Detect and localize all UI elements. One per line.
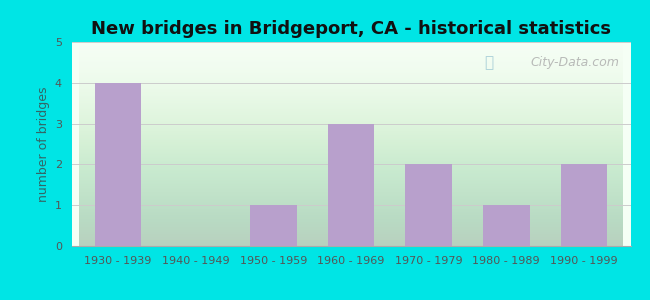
Title: New bridges in Bridgeport, CA - historical statistics: New bridges in Bridgeport, CA - historic… [91, 20, 611, 38]
Bar [483, 205, 530, 246]
Bar [250, 205, 296, 246]
Y-axis label: number of bridges: number of bridges [38, 86, 51, 202]
Bar [95, 83, 142, 246]
Text: ⓘ: ⓘ [484, 55, 493, 70]
Bar [406, 164, 452, 246]
Bar [560, 164, 607, 246]
Text: City-Data.com: City-Data.com [530, 56, 619, 69]
Bar [328, 124, 374, 246]
